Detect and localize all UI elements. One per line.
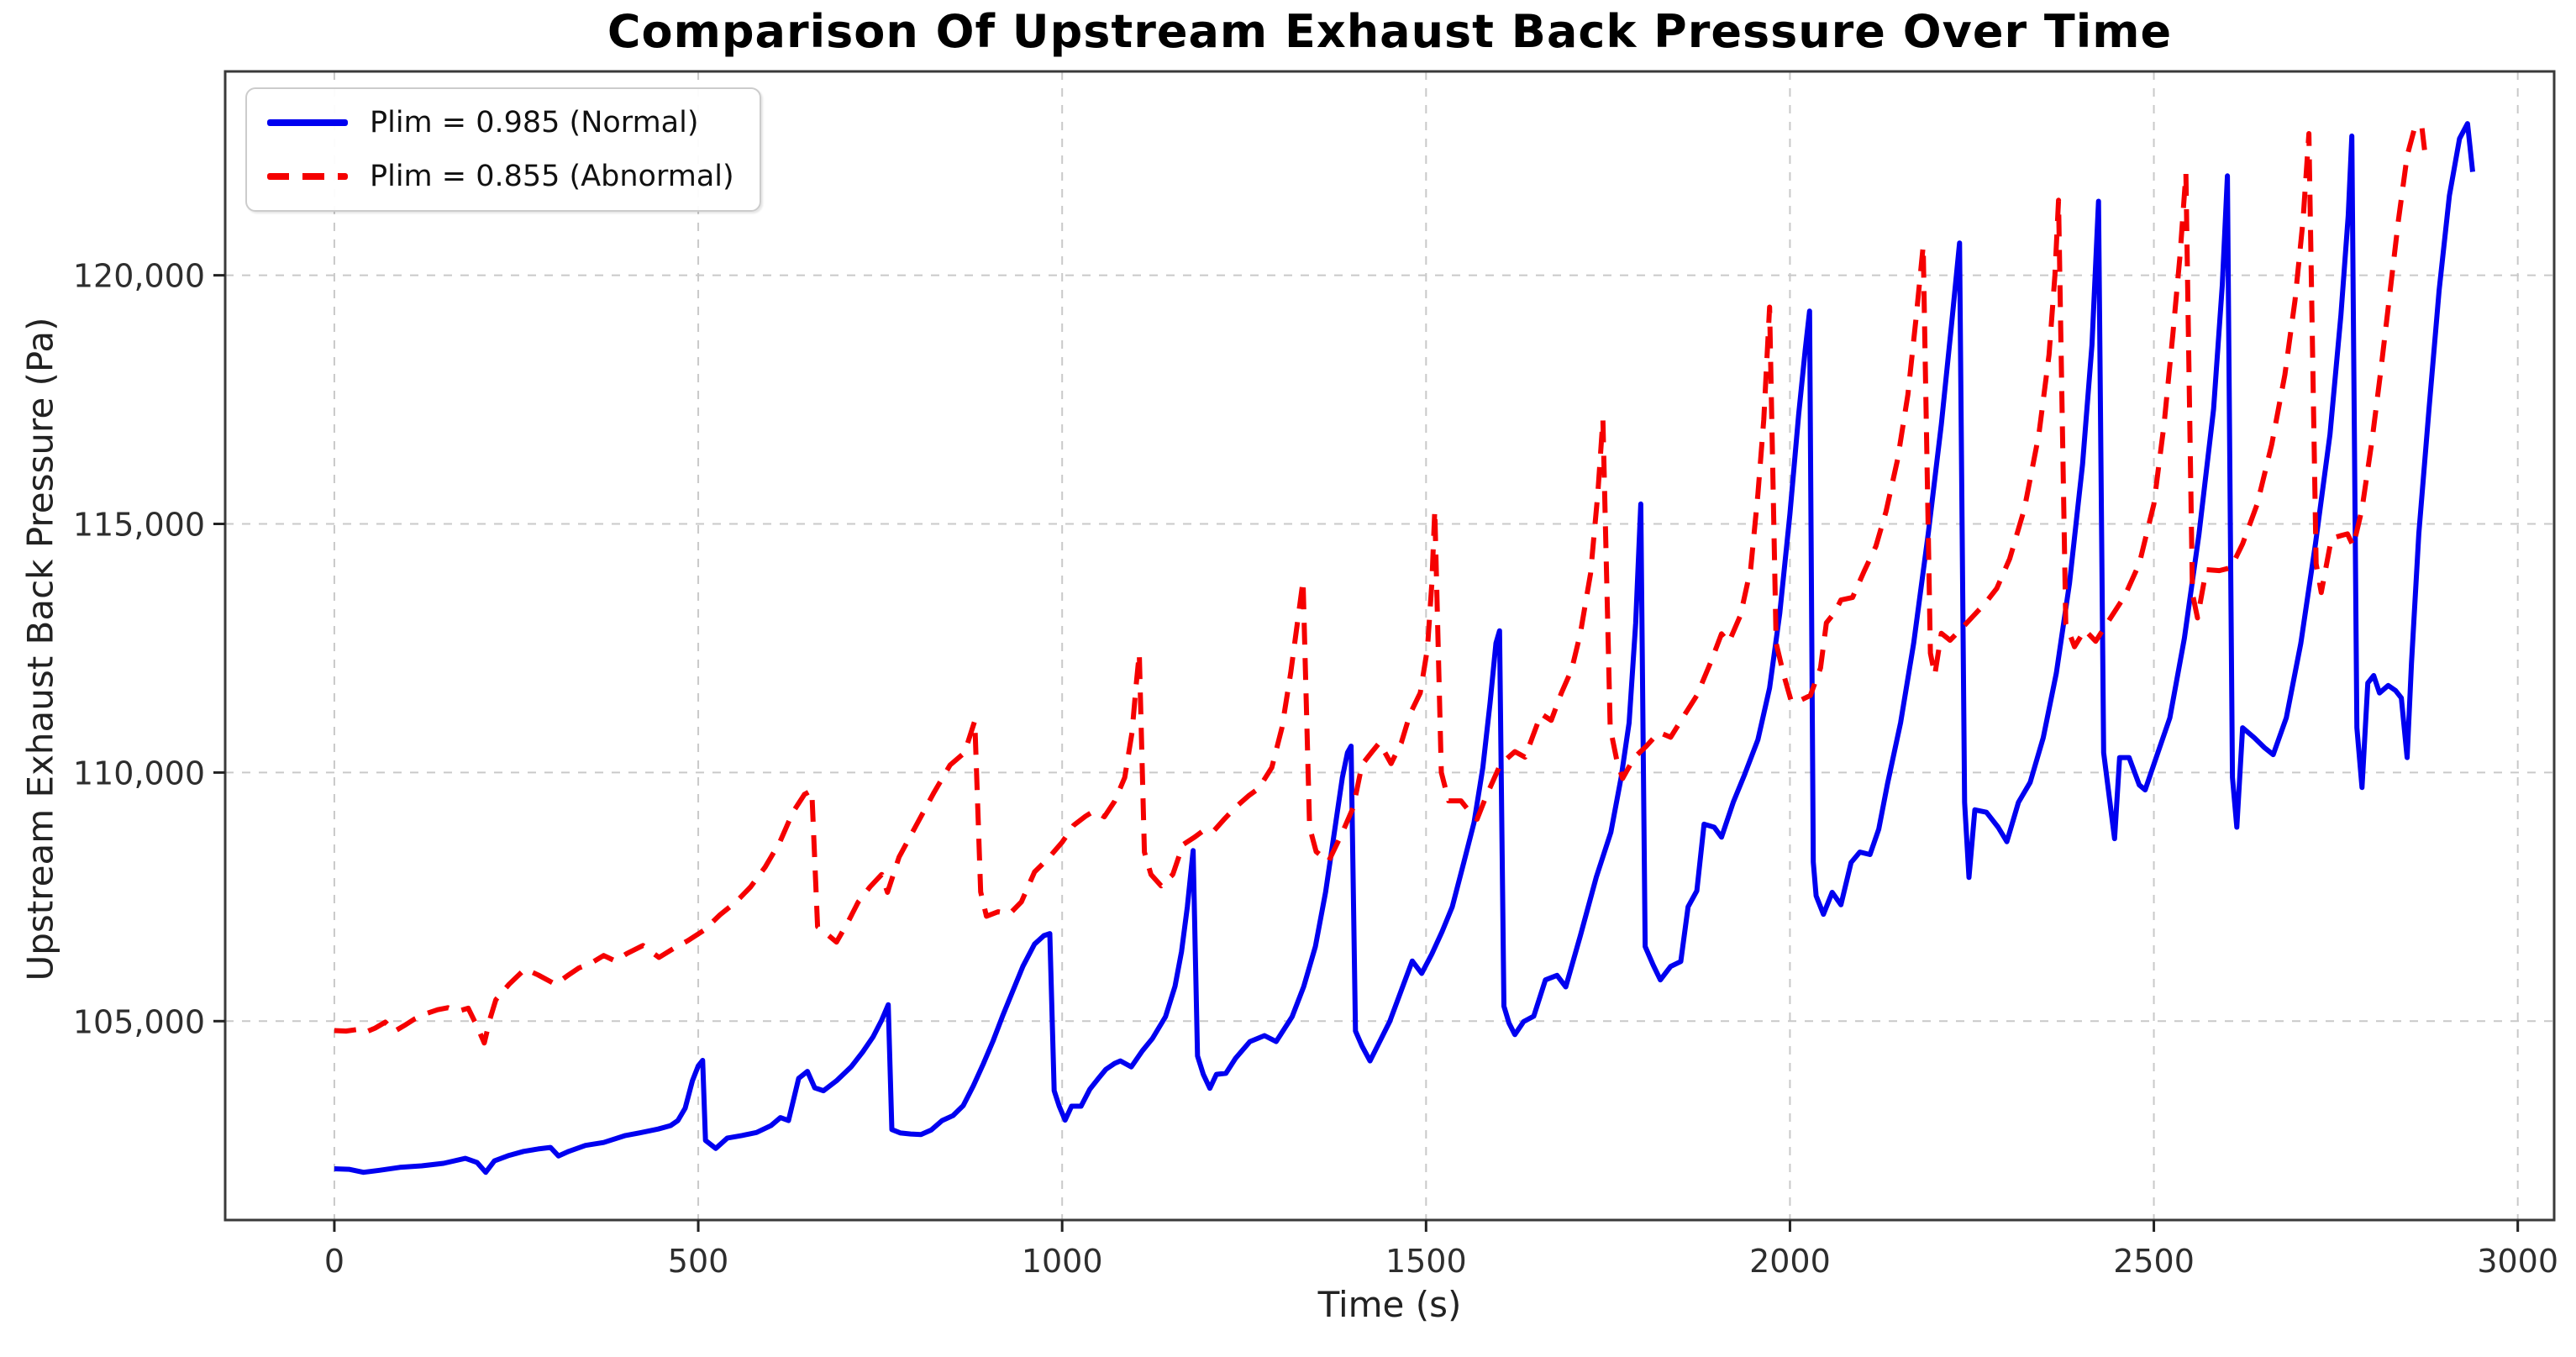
legend-item-normal: Plim = 0.985 (Normal) [267, 106, 734, 139]
x-axis-label: Time (s) [1317, 1284, 1462, 1325]
y-tick-label: 120,000 [73, 258, 205, 295]
legend-line-solid-icon [267, 119, 348, 126]
x-tick-label: 1500 [1385, 1243, 1467, 1280]
legend: Plim = 0.985 (Normal) Plim = 0.855 (Abno… [245, 87, 761, 212]
x-tick-label: 500 [668, 1243, 729, 1280]
x-tick-label: 0 [324, 1243, 344, 1280]
x-tick-label: 2000 [1749, 1243, 1831, 1280]
axes-frame [223, 70, 2556, 1222]
legend-label: Plim = 0.855 (Abnormal) [370, 160, 734, 193]
series-line-abnormal [334, 122, 2429, 1046]
y-axis-label: Upstream Exhaust Back Pressure (Pa) [19, 317, 61, 981]
x-tick-label: 1000 [1022, 1243, 1103, 1280]
legend-label: Plim = 0.985 (Normal) [370, 106, 699, 139]
y-tick-label: 115,000 [73, 507, 205, 544]
x-tick-label: 3000 [2477, 1243, 2558, 1280]
series-line-normal [334, 121, 2475, 1176]
legend-item-abnormal: Plim = 0.855 (Abnormal) [267, 160, 734, 193]
y-tick-label: 110,000 [73, 755, 205, 792]
legend-line-dashed-icon [267, 173, 348, 180]
x-tick-label: 2500 [2113, 1243, 2195, 1280]
chart-title: Comparison Of Upstream Exhaust Back Pres… [607, 5, 2173, 58]
y-tick-label: 105,000 [73, 1003, 205, 1040]
